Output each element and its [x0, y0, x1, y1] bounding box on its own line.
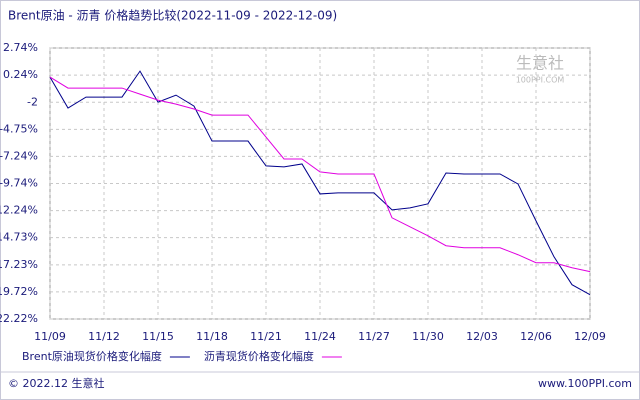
x-tick-label: 11/27: [358, 330, 390, 343]
y-tick-label: 2.74%: [3, 41, 38, 54]
series-line: [49, 70, 591, 296]
y-tick-label: -14.73%: [0, 231, 38, 244]
x-tick-label: 11/09: [34, 330, 66, 343]
footer-left: © 2022.12 生意社: [8, 376, 104, 390]
watermark: 生意社: [516, 54, 564, 73]
chart-title: Brent原油 - 沥青 价格趋势比较(2022-11-09 - 2022-12…: [8, 8, 337, 23]
y-tick-label: -2: [27, 95, 38, 108]
x-tick-label: 11/18: [196, 330, 228, 343]
y-tick-label: -22.22%: [0, 312, 38, 325]
y-tick-label: -9.74%: [0, 177, 38, 190]
y-tick-label: -19.72%: [0, 285, 38, 298]
x-tick-label: 12/03: [466, 330, 498, 343]
x-tick-label: 11/24: [304, 330, 336, 343]
y-tick-label: -17.23%: [0, 258, 38, 271]
legend-label: Brent原油现货价格变化幅度: [22, 349, 162, 363]
x-tick-label: 11/30: [412, 330, 444, 343]
y-tick-label: -7.24%: [0, 149, 38, 162]
y-tick-label: -4.75%: [0, 122, 38, 135]
series-line: [49, 76, 591, 273]
legend-label: 沥青现货价格变化幅度: [204, 349, 314, 363]
x-tick-label: 11/21: [250, 330, 282, 343]
watermark: 100PPI.COM: [516, 76, 565, 85]
x-tick-label: 12/09: [574, 330, 606, 343]
y-tick-label: 0.24%: [3, 68, 38, 81]
footer-right: www.100PPI.com: [538, 377, 632, 390]
x-tick-label: 11/12: [88, 330, 120, 343]
x-tick-label: 11/15: [142, 330, 174, 343]
y-tick-label: -12.24%: [0, 204, 38, 217]
x-tick-label: 12/06: [520, 330, 552, 343]
